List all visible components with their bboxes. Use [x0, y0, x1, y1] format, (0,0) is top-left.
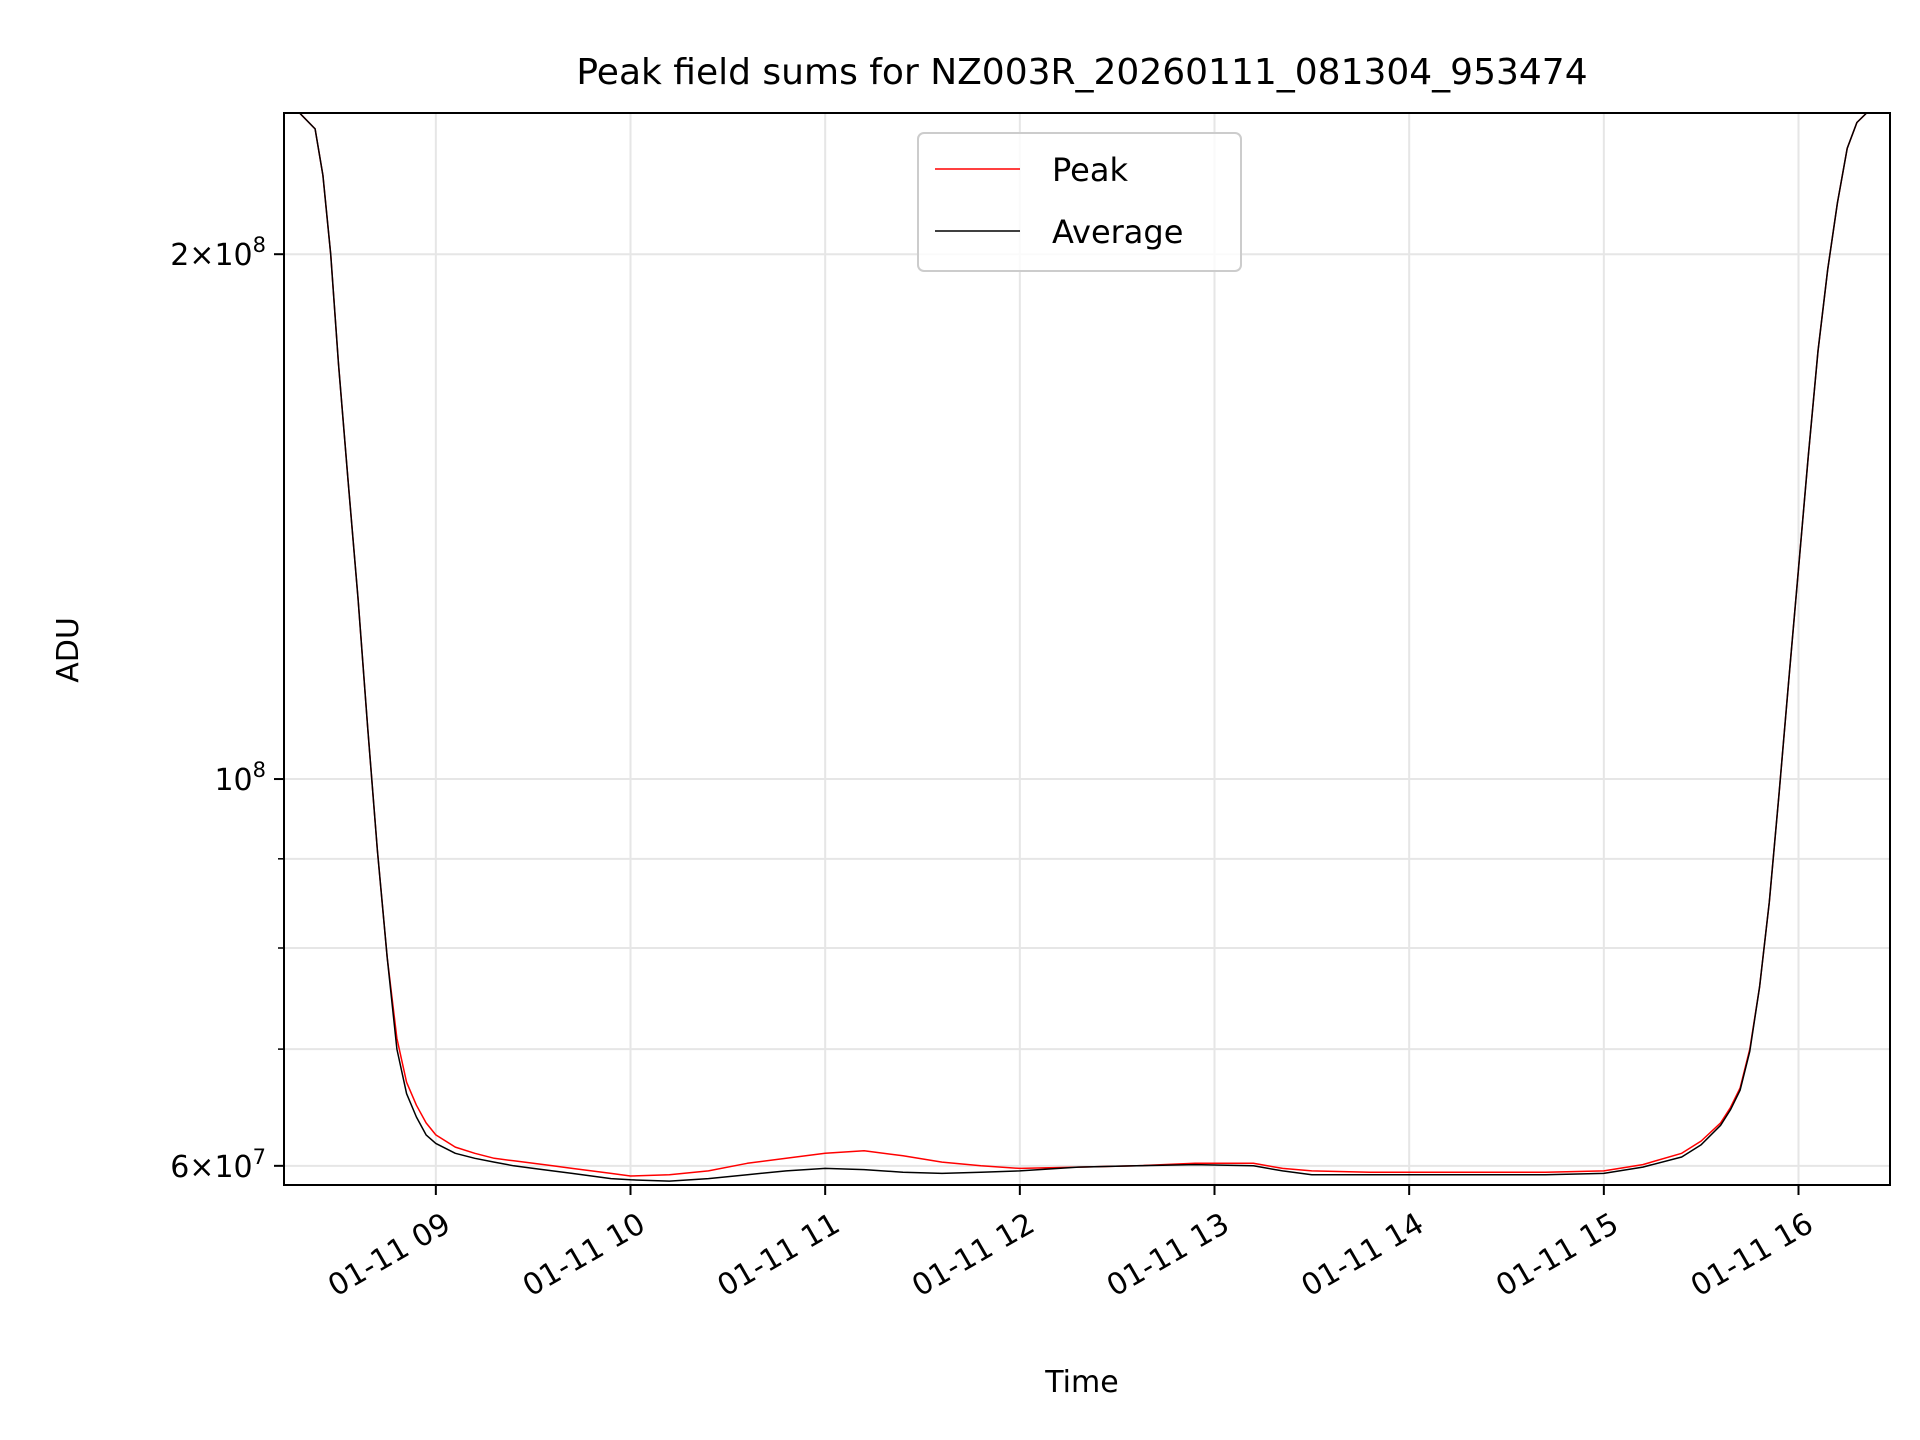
y-tick-label: 6×107	[170, 1145, 266, 1185]
plot-area-background	[284, 113, 1890, 1185]
plot-frame	[283, 112, 1891, 1186]
y-axis-label: ADU	[51, 617, 86, 683]
legend-label-average: Average	[1052, 213, 1183, 251]
series-layer	[284, 112, 1890, 1182]
y-tick-label: 108	[214, 758, 266, 798]
chart-title: Peak field sums for NZ003R_20260111_0813…	[576, 52, 1587, 93]
legend-label-peak: Peak	[1052, 151, 1128, 189]
legend-box	[917, 132, 1242, 272]
legend: Peak Average	[917, 132, 1242, 272]
y-tick-label: 2×108	[170, 233, 266, 273]
y-axis-ticks: 6×107 108 2×108	[170, 233, 284, 1185]
series-line-average	[284, 112, 1890, 1182]
x-axis-label: Time	[1044, 1365, 1118, 1400]
